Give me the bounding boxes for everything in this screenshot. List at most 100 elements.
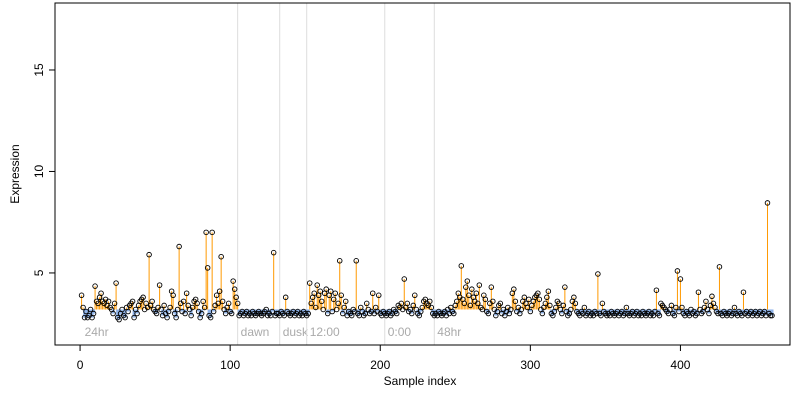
point <box>222 310 229 317</box>
point <box>110 310 116 317</box>
point <box>111 300 118 307</box>
point <box>521 294 528 301</box>
point <box>129 298 136 305</box>
point <box>709 293 715 300</box>
point <box>671 312 678 319</box>
point <box>511 286 517 292</box>
point <box>119 306 125 313</box>
point <box>469 286 475 292</box>
point <box>464 278 471 284</box>
section-label: dawn <box>241 325 270 339</box>
point <box>161 302 167 309</box>
point <box>156 282 163 288</box>
point <box>419 304 426 311</box>
point <box>194 300 200 307</box>
point <box>122 314 128 321</box>
point <box>158 306 164 313</box>
point <box>281 312 287 319</box>
point <box>317 288 323 294</box>
point <box>668 302 675 309</box>
point <box>348 312 355 319</box>
point <box>182 310 188 317</box>
point <box>213 292 220 299</box>
point <box>153 310 160 317</box>
point <box>769 312 775 319</box>
point <box>536 296 543 303</box>
point <box>703 298 709 305</box>
x-tick-label: 400 <box>670 358 690 372</box>
point <box>270 249 277 256</box>
point <box>233 294 239 301</box>
section-label: 48hr <box>437 325 461 339</box>
point <box>476 282 483 288</box>
point <box>311 290 317 296</box>
plot-frame <box>54 2 791 346</box>
point <box>656 312 663 319</box>
point <box>539 310 546 317</box>
x-tick-label: 100 <box>220 358 240 372</box>
point <box>339 310 346 317</box>
point <box>595 271 601 277</box>
point <box>401 276 408 282</box>
point <box>653 287 660 293</box>
point <box>203 229 209 236</box>
point <box>176 243 182 250</box>
point <box>494 308 501 315</box>
point <box>342 298 349 305</box>
point <box>706 310 712 317</box>
point <box>231 286 238 292</box>
point <box>764 200 771 206</box>
y-tick-label: 10 <box>32 164 46 178</box>
point <box>189 304 196 311</box>
point <box>174 306 181 313</box>
point <box>210 308 217 315</box>
point <box>92 283 98 289</box>
point <box>473 290 480 296</box>
point <box>716 264 723 270</box>
point <box>542 300 549 307</box>
point <box>679 304 685 311</box>
point <box>622 310 628 317</box>
point <box>225 300 232 307</box>
point <box>544 294 550 301</box>
point <box>412 292 418 299</box>
point <box>116 316 122 323</box>
point <box>149 298 155 305</box>
point <box>228 310 235 317</box>
point <box>497 300 504 307</box>
point <box>146 251 152 258</box>
point <box>263 306 269 313</box>
point <box>490 298 496 305</box>
point <box>466 292 472 299</box>
point <box>332 290 338 296</box>
point <box>559 310 565 317</box>
x-axis-label: Sample index <box>384 374 457 388</box>
point <box>81 314 88 321</box>
point <box>78 292 85 299</box>
point <box>98 290 104 296</box>
point <box>527 308 534 315</box>
section-label: 12:00 <box>310 325 340 339</box>
point <box>479 306 486 313</box>
point <box>454 298 460 305</box>
point <box>320 306 326 313</box>
point <box>329 308 335 315</box>
point <box>338 292 344 299</box>
point <box>308 300 314 307</box>
point <box>125 308 131 315</box>
point <box>305 310 311 317</box>
y-tick-label: 15 <box>32 63 46 77</box>
section-label: 24hr <box>85 325 109 339</box>
point <box>180 298 187 305</box>
point <box>201 304 208 311</box>
point <box>324 310 331 317</box>
section-label: dusk <box>283 325 309 339</box>
point <box>87 306 94 313</box>
point <box>526 296 532 303</box>
point <box>475 300 481 307</box>
point <box>676 308 682 315</box>
point <box>323 286 329 292</box>
point <box>560 302 567 309</box>
point <box>524 304 531 311</box>
